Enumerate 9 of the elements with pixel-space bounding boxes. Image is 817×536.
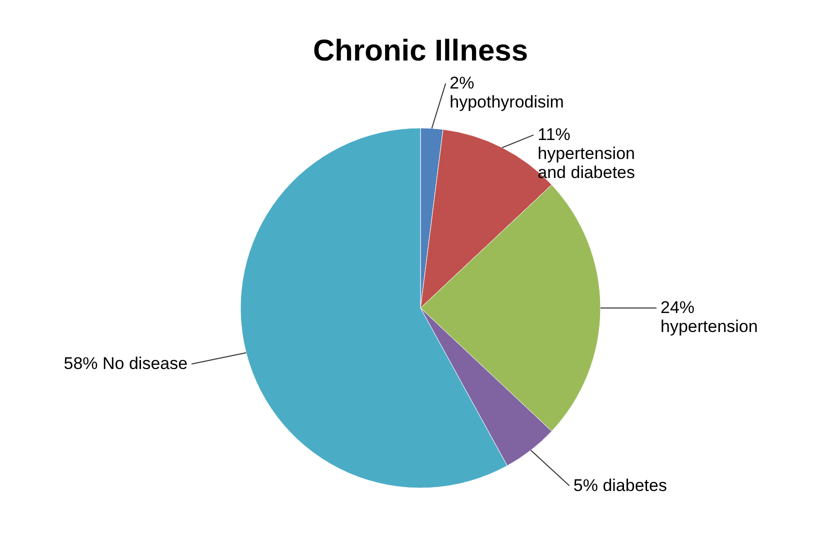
slice-label: hypertension and diabetes <box>538 144 636 182</box>
chart-title: Chronic Illness <box>312 34 528 68</box>
slice-label: hypothyrodisim <box>450 92 564 112</box>
slice-label: hypertension <box>660 317 758 336</box>
data-label: 11% <box>538 124 570 144</box>
data-label: 2% <box>450 73 474 92</box>
slice-label: 58% No disease <box>64 354 188 373</box>
slice-label: 5% diabetes <box>573 476 667 495</box>
data-label: 24% <box>660 298 695 317</box>
